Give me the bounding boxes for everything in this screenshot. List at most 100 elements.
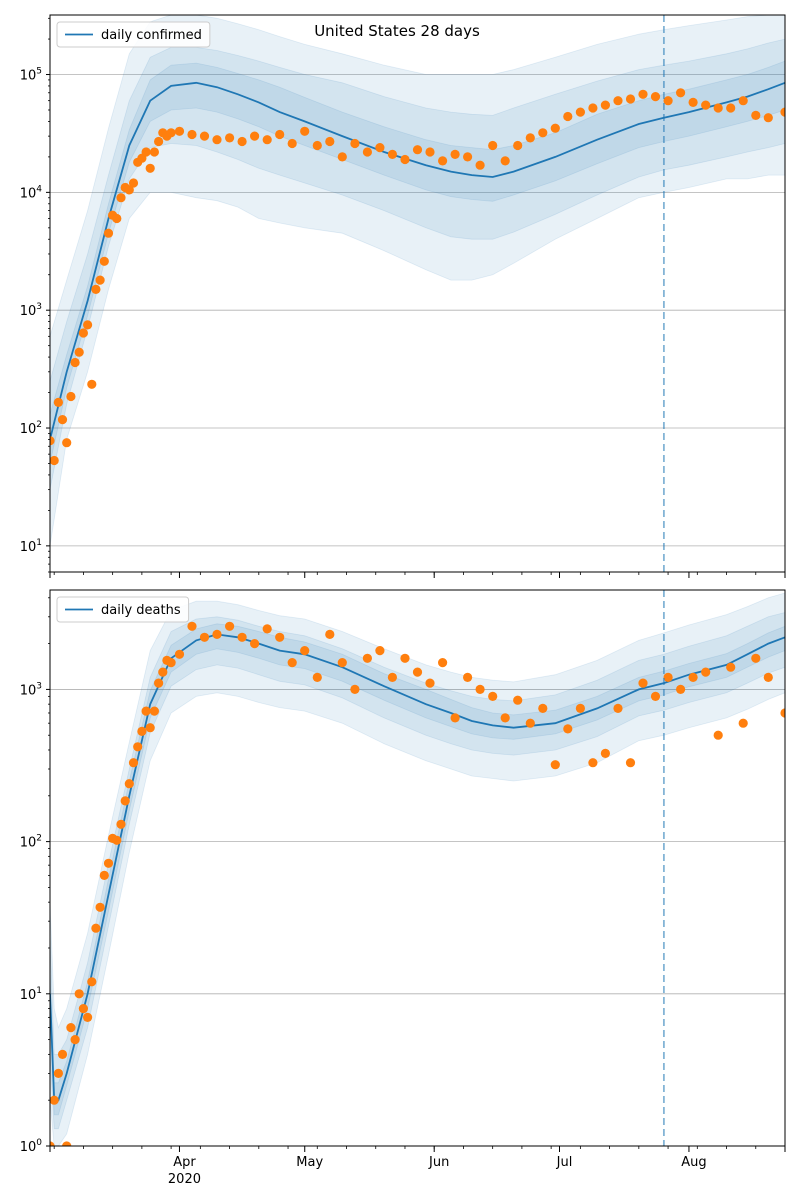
observed-point xyxy=(713,730,723,740)
observed-point xyxy=(663,96,673,106)
observed-point xyxy=(701,667,711,677)
observed-point xyxy=(780,708,785,718)
observed-point xyxy=(149,147,159,157)
observed-point xyxy=(287,658,297,668)
observed-point xyxy=(450,713,460,723)
observed-point xyxy=(154,678,164,688)
observed-point xyxy=(91,923,101,933)
uncertainty-band-outer xyxy=(50,592,785,1146)
observed-point xyxy=(400,653,410,663)
observed-point xyxy=(99,256,109,266)
observed-point xyxy=(275,129,285,140)
observed-point xyxy=(325,629,335,640)
observed-point xyxy=(337,152,347,162)
observed-point xyxy=(149,706,159,716)
observed-point xyxy=(525,718,535,728)
observed-point xyxy=(713,103,723,113)
observed-point xyxy=(87,379,97,389)
observed-point xyxy=(751,653,761,663)
observed-point xyxy=(726,103,736,113)
observed-point xyxy=(525,133,535,143)
observed-point xyxy=(187,621,197,631)
observed-point xyxy=(650,691,661,702)
observed-point xyxy=(78,328,88,338)
observed-point xyxy=(237,136,247,147)
observed-point xyxy=(425,678,435,688)
observed-point xyxy=(412,667,423,677)
observed-point xyxy=(312,140,322,151)
observed-point xyxy=(638,678,648,688)
x-tick-sublabel: 2020 xyxy=(168,1172,201,1187)
observed-point xyxy=(625,758,636,768)
observed-point xyxy=(676,88,686,98)
observed-point xyxy=(638,89,648,99)
observed-point xyxy=(350,684,360,695)
observed-point xyxy=(738,718,748,728)
observed-point xyxy=(83,320,93,330)
observed-point xyxy=(300,126,310,136)
observed-point xyxy=(154,136,164,147)
observed-point xyxy=(262,624,272,634)
observed-point xyxy=(262,135,272,145)
axes-frame xyxy=(49,14,786,573)
observed-point xyxy=(312,672,322,683)
observed-point xyxy=(350,138,360,149)
observed-point xyxy=(199,632,210,642)
observed-point xyxy=(124,779,134,789)
observed-point xyxy=(550,760,560,770)
observed-point xyxy=(688,97,698,107)
observed-point xyxy=(166,128,176,138)
y-tick-label: 101 xyxy=(20,538,42,555)
observed-point xyxy=(375,143,385,153)
y-tick-label: 100 xyxy=(20,1138,43,1155)
y-tick-label: 104 xyxy=(20,184,43,201)
y-tick-label: 102 xyxy=(20,420,42,437)
observed-point xyxy=(62,438,72,448)
uncertainty-band-inner xyxy=(50,623,785,1116)
observed-point xyxy=(475,160,485,170)
x-tick-label: Jun xyxy=(428,1155,449,1170)
y-tick-label: 103 xyxy=(20,681,42,698)
observed-point xyxy=(158,667,168,677)
observed-point xyxy=(738,96,748,106)
legend-label: daily deaths xyxy=(101,603,181,618)
observed-point xyxy=(575,107,586,117)
fit-line xyxy=(50,81,785,440)
observed-point xyxy=(287,138,297,149)
observed-point xyxy=(225,133,235,143)
observed-point xyxy=(250,639,260,649)
observed-point xyxy=(53,397,64,407)
legend: daily confirmed xyxy=(56,21,211,48)
observed-point xyxy=(141,147,151,157)
observed-point xyxy=(74,347,84,357)
observed-point xyxy=(663,672,673,683)
observed-point xyxy=(387,149,397,159)
observed-point xyxy=(538,703,548,714)
observed-point xyxy=(475,684,485,695)
observed-point xyxy=(50,1095,59,1105)
observed-point xyxy=(57,1049,68,1059)
observed-point xyxy=(563,724,573,734)
observed-point xyxy=(751,110,761,120)
observed-point xyxy=(438,658,448,668)
observed-point xyxy=(500,713,510,723)
observed-point xyxy=(103,228,114,238)
observed-point xyxy=(50,436,55,446)
observed-point xyxy=(137,726,147,737)
observed-point xyxy=(575,703,586,714)
observed-point xyxy=(588,103,598,113)
observed-point xyxy=(174,126,185,136)
uncertainty-band-inner xyxy=(50,60,785,464)
observed-point xyxy=(57,415,68,425)
observed-point xyxy=(425,147,435,157)
observed-point xyxy=(50,1141,55,1146)
observed-point xyxy=(99,870,109,881)
legend-label: daily confirmed xyxy=(101,28,202,43)
observed-point xyxy=(500,156,510,166)
observed-point xyxy=(91,284,101,294)
y-tick-label: 102 xyxy=(20,834,42,851)
observed-point xyxy=(600,100,611,110)
observed-point xyxy=(450,149,460,159)
x-tick-label: Aug xyxy=(681,1155,706,1170)
observed-point xyxy=(66,1023,76,1033)
